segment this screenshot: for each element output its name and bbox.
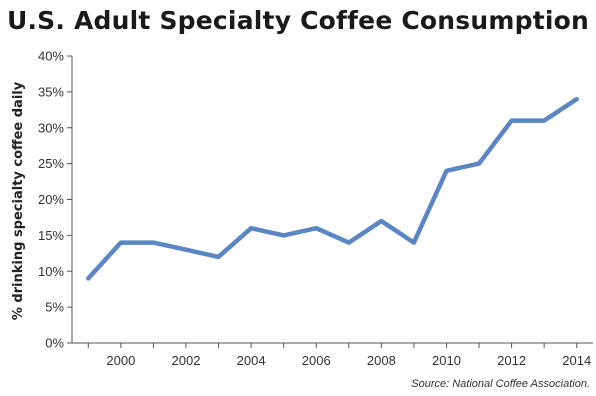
x-tick-label: 2004 (237, 353, 266, 368)
y-tick-label: 0% (45, 336, 64, 351)
x-tick-label: 2006 (302, 353, 331, 368)
series-line (86, 96, 579, 281)
ticks: 0% 5% 10% 15% 20% 25% 30% 35% 40% 2000 2002 2004 200… (38, 49, 591, 369)
x-tick-label: 2000 (106, 353, 135, 368)
x-tick-label: 2012 (497, 353, 526, 368)
axes (71, 56, 593, 344)
chart-title: U.S. Adult Specialty Coffee Consumption (6, 6, 590, 35)
x-tick-label: 2002 (172, 353, 201, 368)
y-tick-label: 10% (38, 264, 64, 279)
x-tick-label: 2008 (367, 353, 396, 368)
source-note: Source: National Coffee Association. (411, 378, 590, 390)
y-tick-label: 35% (38, 84, 64, 99)
y-tick-label: 20% (38, 192, 64, 207)
x-tick-label: 2010 (432, 353, 461, 368)
y-tick-label: 25% (38, 156, 64, 171)
series (86, 96, 579, 281)
y-tick-label: 15% (38, 228, 64, 243)
y-tick-label: 40% (38, 49, 64, 64)
y-axis-label: % drinking specialty coffee daily (11, 81, 26, 320)
y-tick-label: 30% (38, 120, 64, 135)
x-tick-label: 2014 (562, 353, 591, 368)
y-tick-label: 5% (45, 300, 64, 315)
